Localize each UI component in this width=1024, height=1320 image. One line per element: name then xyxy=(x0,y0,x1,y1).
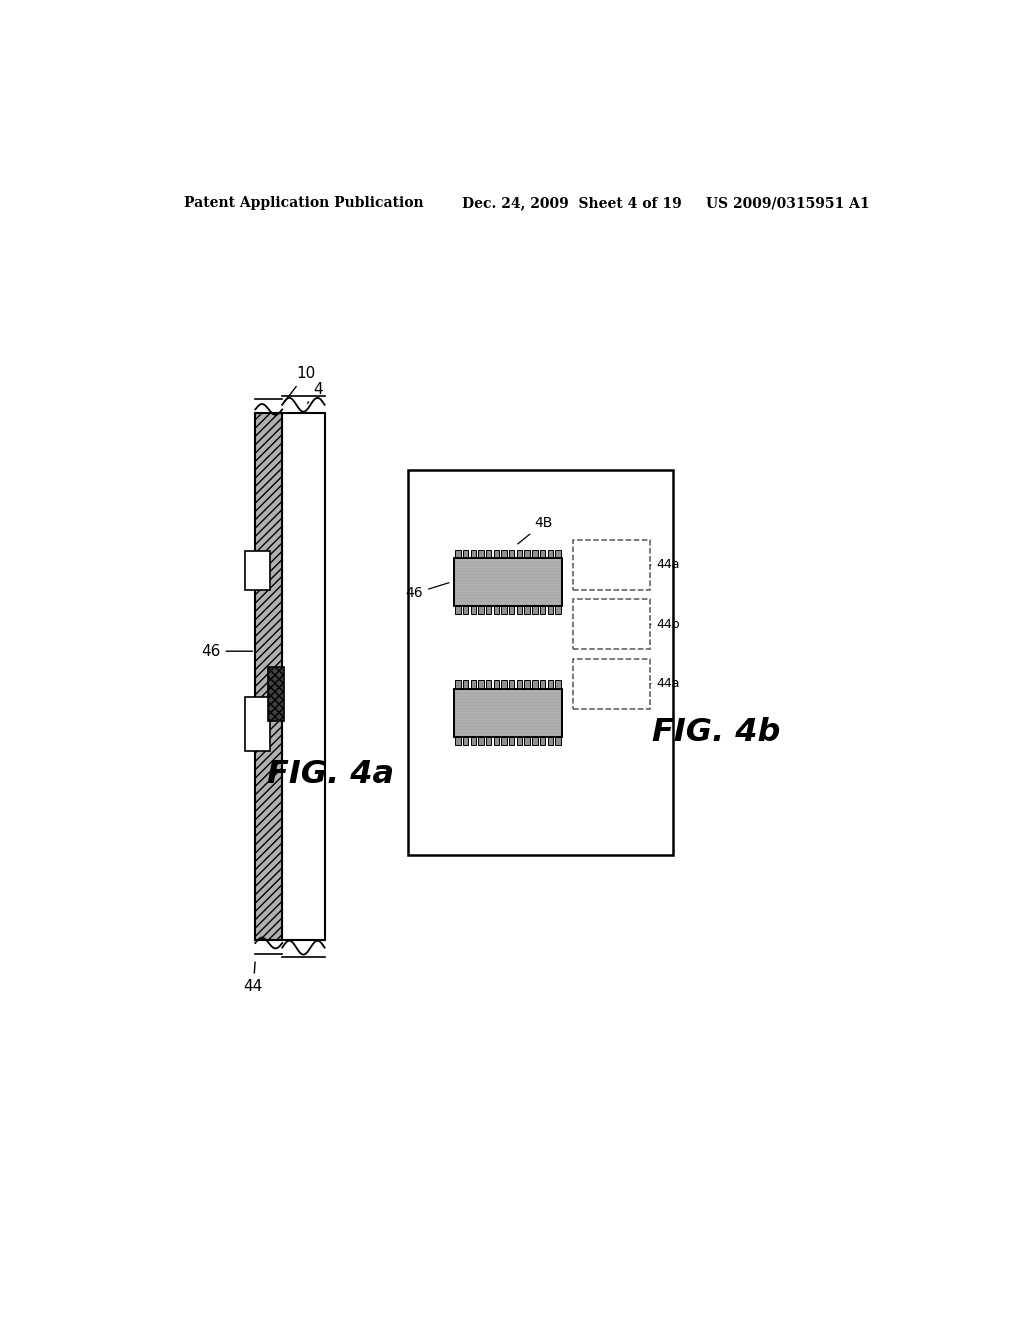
Bar xyxy=(509,549,514,558)
Bar xyxy=(455,681,461,689)
Bar xyxy=(524,737,529,744)
Bar xyxy=(573,540,650,590)
Bar xyxy=(478,737,483,744)
Bar xyxy=(486,549,492,558)
Bar xyxy=(517,606,522,614)
Bar xyxy=(524,681,529,689)
Bar xyxy=(517,737,522,744)
Bar xyxy=(502,681,507,689)
Bar xyxy=(532,737,538,744)
Bar xyxy=(509,606,514,614)
Bar xyxy=(470,606,476,614)
Text: 44a: 44a xyxy=(650,558,680,572)
Bar xyxy=(463,606,468,614)
Text: Dec. 24, 2009  Sheet 4 of 19: Dec. 24, 2009 Sheet 4 of 19 xyxy=(462,197,681,210)
Bar xyxy=(573,659,650,709)
Bar xyxy=(463,737,468,744)
Bar xyxy=(463,549,468,558)
Text: 46: 46 xyxy=(406,582,449,601)
Bar xyxy=(486,681,492,689)
Text: 44b: 44b xyxy=(650,618,680,631)
Text: 4B: 4B xyxy=(518,516,553,544)
Bar xyxy=(470,681,476,689)
Bar xyxy=(245,697,270,751)
Bar xyxy=(454,558,562,606)
Bar xyxy=(540,737,545,744)
Text: 10: 10 xyxy=(284,367,315,403)
Bar xyxy=(555,549,560,558)
Bar xyxy=(540,606,545,614)
Bar xyxy=(509,681,514,689)
Bar xyxy=(517,681,522,689)
Bar xyxy=(478,549,483,558)
Bar xyxy=(517,549,522,558)
Text: FIG. 4a: FIG. 4a xyxy=(267,759,394,789)
Bar xyxy=(532,606,538,614)
Bar xyxy=(470,737,476,744)
Bar xyxy=(524,549,529,558)
Bar xyxy=(283,413,325,940)
Text: 44a: 44a xyxy=(650,677,680,690)
Bar xyxy=(454,689,562,737)
Bar xyxy=(494,606,499,614)
Bar xyxy=(255,413,283,940)
Bar xyxy=(555,681,560,689)
Bar xyxy=(486,606,492,614)
Bar xyxy=(455,549,461,558)
Bar xyxy=(548,737,553,744)
Bar xyxy=(245,552,270,590)
Text: FIG. 4b: FIG. 4b xyxy=(651,717,780,747)
Bar xyxy=(573,599,650,649)
Bar xyxy=(532,681,538,689)
Bar xyxy=(455,606,461,614)
Bar xyxy=(548,606,553,614)
Bar xyxy=(454,689,562,737)
Bar xyxy=(502,549,507,558)
Bar xyxy=(532,549,538,558)
Bar xyxy=(408,470,674,855)
Text: US 2009/0315951 A1: US 2009/0315951 A1 xyxy=(707,197,869,210)
Bar xyxy=(268,667,284,721)
Bar xyxy=(470,549,476,558)
Bar xyxy=(509,737,514,744)
Bar xyxy=(540,681,545,689)
Text: 46: 46 xyxy=(202,644,253,659)
Bar xyxy=(555,606,560,614)
Text: 44: 44 xyxy=(244,962,263,994)
Bar xyxy=(502,737,507,744)
Bar xyxy=(463,681,468,689)
Bar xyxy=(455,737,461,744)
Bar xyxy=(454,558,562,606)
Bar xyxy=(524,606,529,614)
Text: 4: 4 xyxy=(307,381,323,404)
Bar xyxy=(548,681,553,689)
Bar xyxy=(494,681,499,689)
Bar xyxy=(548,549,553,558)
Bar xyxy=(478,681,483,689)
Bar xyxy=(540,549,545,558)
Bar xyxy=(555,737,560,744)
Bar xyxy=(494,549,499,558)
Text: Patent Application Publication: Patent Application Publication xyxy=(184,197,424,210)
Bar xyxy=(478,606,483,614)
Bar xyxy=(502,606,507,614)
Bar xyxy=(486,737,492,744)
Bar xyxy=(494,737,499,744)
